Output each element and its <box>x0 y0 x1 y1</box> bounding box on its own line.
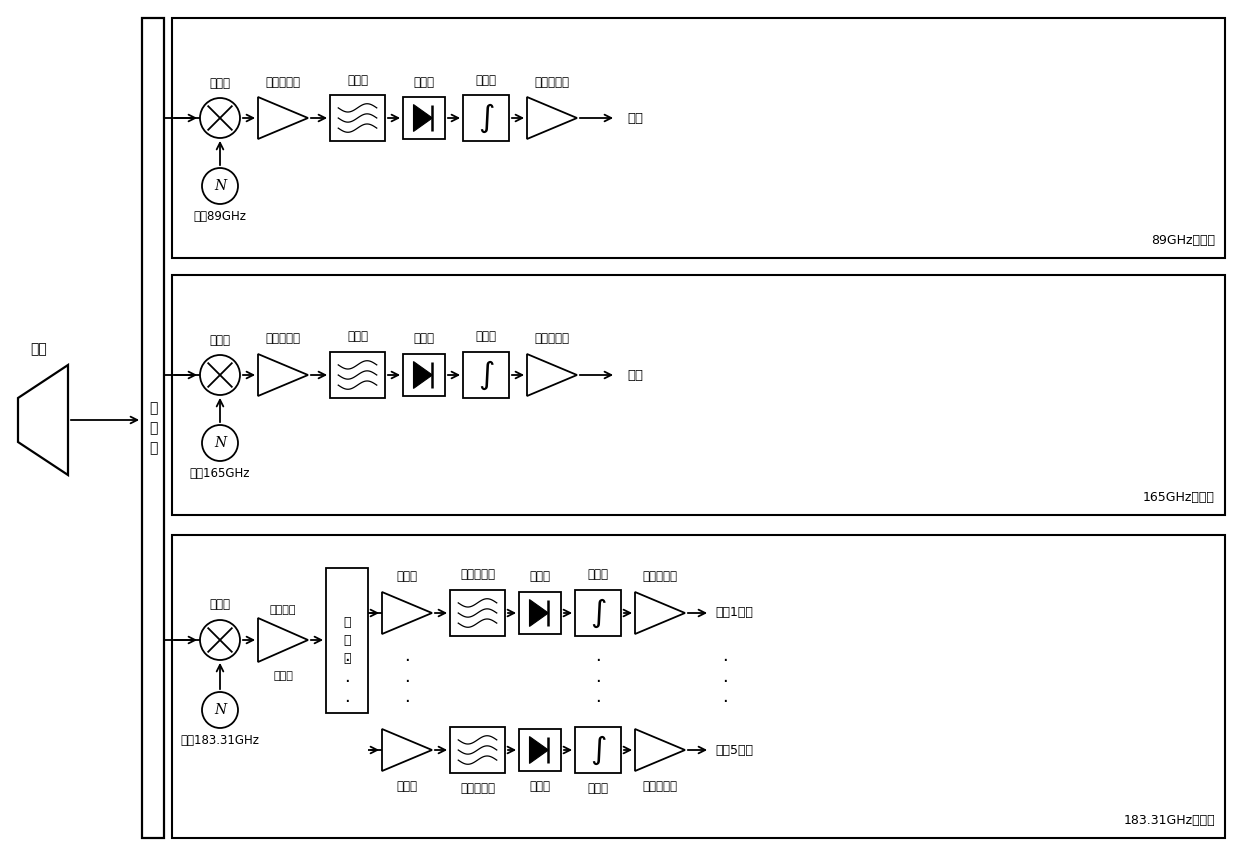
Polygon shape <box>382 592 432 634</box>
Polygon shape <box>258 618 308 662</box>
Bar <box>463 95 508 141</box>
Polygon shape <box>635 592 684 634</box>
Text: 积分器: 积分器 <box>475 330 496 343</box>
Bar <box>330 95 384 141</box>
Text: 主中放: 主中放 <box>397 570 418 584</box>
Circle shape <box>200 620 241 660</box>
Polygon shape <box>527 354 577 396</box>
Text: 本振183.31GHz: 本振183.31GHz <box>181 734 259 746</box>
Bar <box>520 729 560 771</box>
Polygon shape <box>529 599 548 627</box>
Text: 带通滤波器: 带通滤波器 <box>460 568 495 581</box>
Text: 中频放大器: 中频放大器 <box>265 332 300 346</box>
Polygon shape <box>635 729 684 771</box>
Text: 混频器: 混频器 <box>210 598 231 611</box>
Text: 输出: 输出 <box>627 111 644 124</box>
Text: 检波器: 检波器 <box>413 75 434 88</box>
Text: 积分器: 积分器 <box>588 782 609 794</box>
Text: 输出: 输出 <box>627 368 644 382</box>
Text: 馈源: 馈源 <box>31 342 47 356</box>
Text: 低频放大器: 低频放大器 <box>642 780 677 793</box>
Text: $\int$: $\int$ <box>590 734 606 767</box>
Bar <box>172 18 1225 258</box>
Bar <box>575 590 621 636</box>
Text: $\int$: $\int$ <box>477 101 495 134</box>
Circle shape <box>200 355 241 395</box>
Circle shape <box>200 98 241 138</box>
Bar <box>450 590 505 636</box>
Text: 通道1输出: 通道1输出 <box>715 607 753 620</box>
Bar <box>326 568 368 712</box>
Text: 带通滤波器: 带通滤波器 <box>460 782 495 794</box>
Text: 工: 工 <box>149 421 157 435</box>
Polygon shape <box>529 736 548 764</box>
Text: 滤波器: 滤波器 <box>347 330 368 343</box>
Text: 多: 多 <box>149 401 157 415</box>
Bar <box>172 535 1225 838</box>
Bar <box>463 352 508 398</box>
Text: 混频器: 混频器 <box>210 334 231 347</box>
Text: 前置中频: 前置中频 <box>270 605 296 615</box>
Text: $\int$: $\int$ <box>477 359 495 392</box>
Bar <box>403 97 445 139</box>
Polygon shape <box>413 361 433 389</box>
Text: 低频放大器: 低频放大器 <box>534 75 569 88</box>
Text: 混频器: 混频器 <box>210 76 231 90</box>
Text: ·
·
·: · · · <box>722 651 728 711</box>
Text: ·
·
·: · · · <box>595 651 601 711</box>
Bar <box>575 727 621 773</box>
Text: 本振165GHz: 本振165GHz <box>190 467 250 479</box>
Text: 中频放大器: 中频放大器 <box>265 75 300 88</box>
Text: 器: 器 <box>343 651 351 664</box>
Text: 165GHz接收机: 165GHz接收机 <box>1143 490 1215 503</box>
Text: 积分器: 积分器 <box>475 74 496 86</box>
Text: 检波器: 检波器 <box>413 332 434 346</box>
Bar <box>450 727 505 773</box>
Text: 检波器: 检波器 <box>529 570 551 584</box>
Text: ·
·
·: · · · <box>404 651 410 711</box>
Circle shape <box>202 168 238 204</box>
Text: 检波器: 检波器 <box>529 780 551 793</box>
Bar <box>330 352 384 398</box>
Polygon shape <box>258 354 308 396</box>
Text: 滤波器: 滤波器 <box>347 74 368 86</box>
Text: 放大器: 放大器 <box>273 671 293 681</box>
Text: N: N <box>215 703 226 717</box>
Text: 本振89GHz: 本振89GHz <box>193 210 247 223</box>
Polygon shape <box>527 97 577 139</box>
Circle shape <box>202 692 238 728</box>
Polygon shape <box>19 365 68 475</box>
Circle shape <box>202 425 238 461</box>
Text: N: N <box>215 179 226 193</box>
Text: 通道5输出: 通道5输出 <box>715 744 753 757</box>
Bar <box>403 354 445 396</box>
Text: N: N <box>215 436 226 450</box>
Text: 低频放大器: 低频放大器 <box>534 332 569 346</box>
Bar <box>143 18 164 838</box>
Polygon shape <box>413 104 433 132</box>
Text: 89GHz接收机: 89GHz接收机 <box>1151 234 1215 247</box>
Text: 积分器: 积分器 <box>588 568 609 581</box>
Text: 功: 功 <box>343 615 351 628</box>
Polygon shape <box>258 97 308 139</box>
Text: 183.31GHz接收机: 183.31GHz接收机 <box>1123 813 1215 827</box>
Polygon shape <box>382 729 432 771</box>
Text: 分: 分 <box>343 633 351 646</box>
Text: ·
·
·: · · · <box>345 651 350 711</box>
Text: 低频放大器: 低频放大器 <box>642 570 677 584</box>
Bar <box>520 592 560 634</box>
Text: 主中放: 主中放 <box>397 780 418 793</box>
Bar <box>172 275 1225 515</box>
Text: 器: 器 <box>149 441 157 455</box>
Text: $\int$: $\int$ <box>590 597 606 630</box>
